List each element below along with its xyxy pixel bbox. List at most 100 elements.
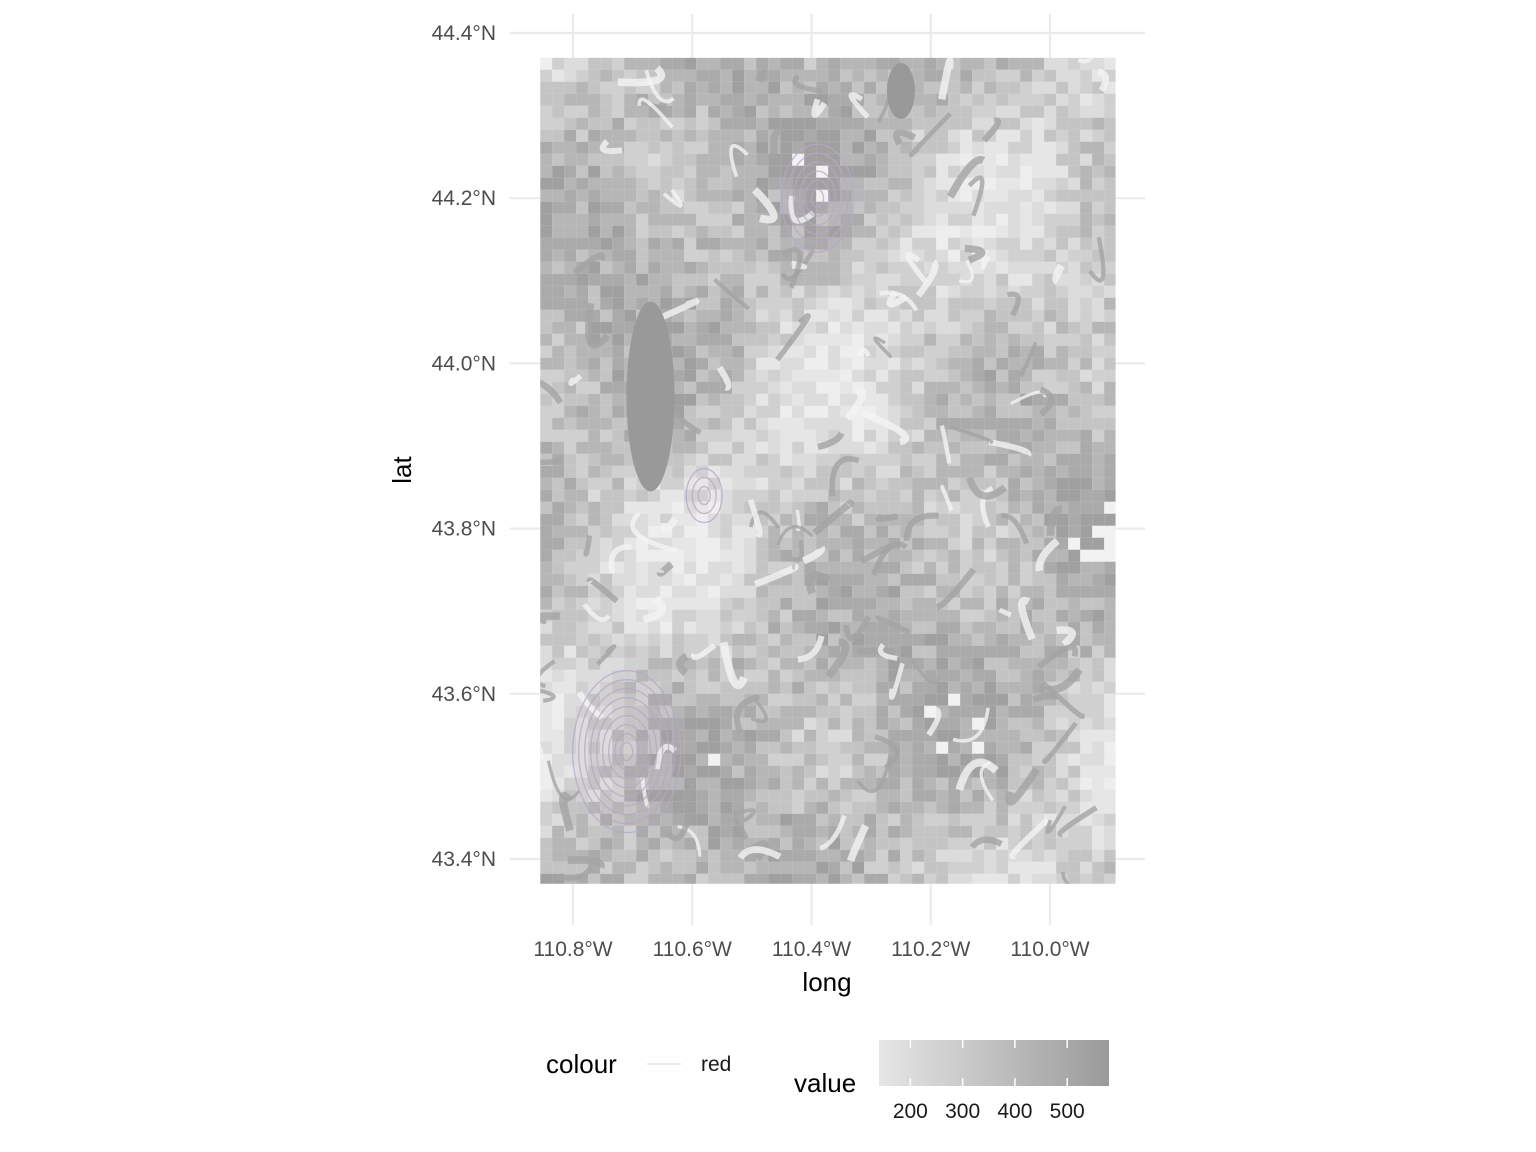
raster-cell (984, 357, 997, 370)
raster-cell (780, 405, 793, 418)
raster-cell (876, 129, 889, 142)
lake-shape (626, 301, 675, 492)
raster-cell (864, 309, 877, 322)
raster-cell (1080, 609, 1093, 622)
raster-cell (564, 165, 577, 178)
raster-cell (912, 621, 925, 634)
raster-cell (660, 669, 673, 682)
raster-cell (900, 693, 913, 706)
raster-cell (684, 453, 697, 466)
raster-cell (552, 549, 565, 562)
raster-cell (768, 489, 781, 502)
raster-cell (732, 549, 745, 562)
raster-cell (936, 273, 949, 286)
raster-cell (684, 765, 697, 778)
raster-cell (672, 369, 685, 382)
raster-cell (960, 501, 973, 514)
raster-cell (1056, 789, 1069, 802)
raster-cell (1080, 189, 1093, 202)
raster-cell (1056, 165, 1069, 178)
raster-cell (564, 357, 577, 370)
raster-cell (924, 825, 937, 838)
raster-cell (720, 825, 733, 838)
raster-cell (972, 681, 985, 694)
raster-cell (924, 813, 937, 826)
raster-cell (960, 813, 973, 826)
raster-cell (1056, 873, 1069, 884)
raster-cell (1104, 789, 1116, 802)
raster-cell (888, 633, 901, 646)
raster-cell (768, 381, 781, 394)
raster-cell (564, 105, 577, 118)
raster-cell (684, 213, 697, 226)
raster-cell (984, 345, 997, 358)
raster-cell (780, 309, 793, 322)
raster-cell (1044, 417, 1057, 430)
raster-cell (756, 321, 769, 334)
raster-cell (540, 81, 553, 94)
raster-cell (1080, 669, 1093, 682)
raster-cell (732, 765, 745, 778)
raster-cell (792, 609, 805, 622)
terrain-ridge (1009, 817, 1050, 860)
raster-cell (672, 237, 685, 250)
raster-cell (1104, 417, 1116, 430)
raster-cell (672, 489, 685, 502)
raster-cell (540, 501, 553, 514)
terrain-ridge (776, 525, 814, 546)
raster-cell (564, 549, 577, 562)
raster-cell (1008, 81, 1021, 94)
raster-cell (924, 321, 937, 334)
raster-cell (888, 201, 901, 214)
raster-cell (708, 441, 721, 454)
raster-cell (888, 573, 901, 586)
raster-cell (696, 141, 709, 154)
raster-cell (720, 849, 733, 862)
raster-cell (708, 405, 721, 418)
raster-cell (804, 693, 817, 706)
raster-cell (564, 777, 577, 790)
raster-cell (708, 741, 721, 754)
raster-cell (960, 69, 973, 82)
raster-cell (576, 189, 589, 202)
raster-cell (1044, 93, 1057, 106)
raster-cell (1068, 561, 1081, 574)
raster-cell (912, 225, 925, 238)
raster-cell (612, 861, 625, 874)
raster-cell (1056, 849, 1069, 862)
raster-cell (1068, 141, 1081, 154)
raster-cell (1032, 57, 1045, 70)
raster-cell (792, 801, 805, 814)
raster-cell (708, 357, 721, 370)
raster-cell (684, 801, 697, 814)
raster-cell (1080, 453, 1093, 466)
terrain-ridge (1038, 667, 1083, 694)
raster-cell (1068, 453, 1081, 466)
raster-cell (660, 117, 673, 130)
raster-cell (720, 813, 733, 826)
raster-cell (828, 633, 841, 646)
raster-cell (948, 321, 961, 334)
raster-cell (816, 285, 829, 298)
raster-cell (1104, 189, 1116, 202)
terrain-ridge (886, 290, 909, 308)
raster-cell (804, 441, 817, 454)
raster-cell (636, 837, 649, 850)
terrain-ridge (1038, 386, 1055, 417)
raster-cell (960, 381, 973, 394)
terrain-ridge (981, 249, 991, 270)
raster-cell (1068, 537, 1081, 550)
raster-cell (564, 453, 577, 466)
raster-cell (684, 729, 697, 742)
raster-cell (600, 93, 613, 106)
raster-cell (684, 285, 697, 298)
raster-cell (888, 873, 901, 884)
raster-cell (972, 669, 985, 682)
raster-cell (768, 441, 781, 454)
raster-cell (888, 597, 901, 610)
raster-cell (852, 501, 865, 514)
raster-cell (900, 717, 913, 730)
raster-cell (972, 297, 985, 310)
raster-cell (708, 609, 721, 622)
raster-cell (780, 657, 793, 670)
